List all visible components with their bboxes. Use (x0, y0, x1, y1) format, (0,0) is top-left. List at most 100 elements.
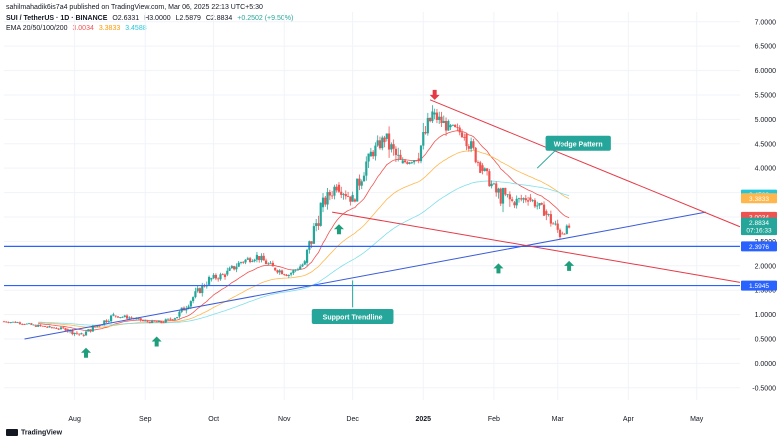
ohlc-low: L2.5879 (175, 15, 201, 22)
price-labels: 3.45883.38333.00342.883407:16:332.39761.… (741, 189, 777, 291)
arrow-up-icon (151, 336, 162, 347)
candle-body (458, 127, 461, 133)
candle-body (94, 326, 97, 328)
candle-body (214, 274, 218, 279)
candle-body (383, 137, 386, 143)
candle-body (46, 326, 49, 328)
price-label-box (741, 280, 777, 291)
candle-body (406, 162, 409, 164)
candle-body (130, 317, 133, 319)
candle-body (413, 160, 416, 163)
candle-body (16, 322, 19, 324)
candle-body (344, 194, 347, 197)
candle-body (201, 285, 204, 294)
candle-body (25, 323, 28, 325)
x-tick-label: May (690, 416, 704, 423)
candle-body (280, 270, 284, 275)
y-tick-label: 0.0000 (755, 361, 777, 368)
candle-body (262, 255, 265, 261)
candle-body (43, 326, 47, 327)
x-tick-label: Nov (278, 416, 291, 423)
candle-body (337, 184, 341, 192)
candle-body (189, 301, 192, 307)
candle-body (308, 241, 311, 250)
markers (81, 89, 575, 358)
candle-body (253, 259, 256, 262)
candle-body (444, 120, 448, 131)
candle-body (372, 151, 375, 157)
candle-body (185, 308, 188, 311)
candle-body (563, 233, 566, 235)
symbol-line: SUI / TetherUS · 1D · BINANCE O2.6331 H3… (6, 14, 296, 23)
candle-body (105, 320, 108, 323)
candle-body (460, 132, 464, 138)
candle-body (470, 141, 473, 149)
annotation-label: Support Trendline (323, 315, 383, 322)
symbol-name[interactable]: SUI / TetherUS · 1D · BINANCE (6, 15, 108, 22)
candle-body (75, 332, 79, 334)
candle-body (128, 317, 131, 319)
candle-body (21, 323, 24, 325)
candle-body (504, 187, 507, 195)
candle-body (315, 223, 318, 227)
candle-body (394, 148, 398, 156)
ema-line[interactable]: EMA 20/50/100/200 3.0034 3.3833 3.4588 (6, 24, 150, 33)
candle-body (408, 162, 411, 164)
candle-body (296, 269, 300, 271)
candle-body (64, 328, 67, 331)
ema100-line (38, 180, 570, 326)
candle-body (80, 333, 83, 335)
candle-body (561, 233, 564, 235)
candle-body (463, 137, 466, 138)
x-tick-label: Dec (346, 416, 359, 423)
candle-body (55, 327, 58, 329)
candle-body (472, 141, 475, 148)
candle-body (488, 171, 491, 187)
candle-body (18, 322, 22, 324)
candle-body (48, 326, 51, 328)
levels (4, 245, 740, 287)
candle-body (410, 162, 413, 164)
candle-body (114, 315, 117, 317)
candle-body (153, 320, 156, 322)
candle-body (376, 140, 379, 146)
candle-body (155, 321, 158, 323)
y-tick-label: 5.5000 (755, 92, 777, 99)
candle-body (403, 160, 407, 163)
candle-body (267, 263, 270, 265)
candle-body (244, 259, 247, 263)
candle-body (335, 186, 338, 191)
arrow-up-icon (333, 224, 344, 235)
candle-body (385, 133, 388, 139)
candle-body (41, 325, 44, 327)
candle-body (360, 181, 363, 186)
price-label-text: 3.3833 (749, 196, 769, 203)
candle-body (451, 124, 454, 126)
candle-body (326, 192, 329, 205)
annotation-box (311, 309, 394, 325)
candle-body (171, 319, 174, 321)
y-tick-label: 0.5000 (755, 336, 777, 343)
tradingview-logo[interactable]: TradingView (6, 429, 62, 436)
candle-body (248, 258, 252, 262)
candle-body (73, 332, 76, 335)
candle-body (84, 331, 88, 336)
candle-body (417, 158, 420, 162)
candle-body (556, 223, 559, 230)
candle-body (210, 278, 213, 280)
candle-body (536, 205, 539, 207)
candle-body (387, 133, 391, 150)
grid (4, 12, 740, 400)
candle-body (109, 315, 113, 322)
candle-body (103, 320, 106, 325)
arrow-up-icon (493, 263, 504, 274)
x-tick-label: Mar (552, 416, 565, 423)
candle-body (549, 214, 552, 224)
candle-body (533, 200, 537, 207)
candle-body (426, 117, 429, 134)
candle-body (228, 268, 231, 271)
candle-body (440, 116, 443, 124)
ema20-line (38, 130, 570, 331)
candle-body (221, 274, 224, 276)
